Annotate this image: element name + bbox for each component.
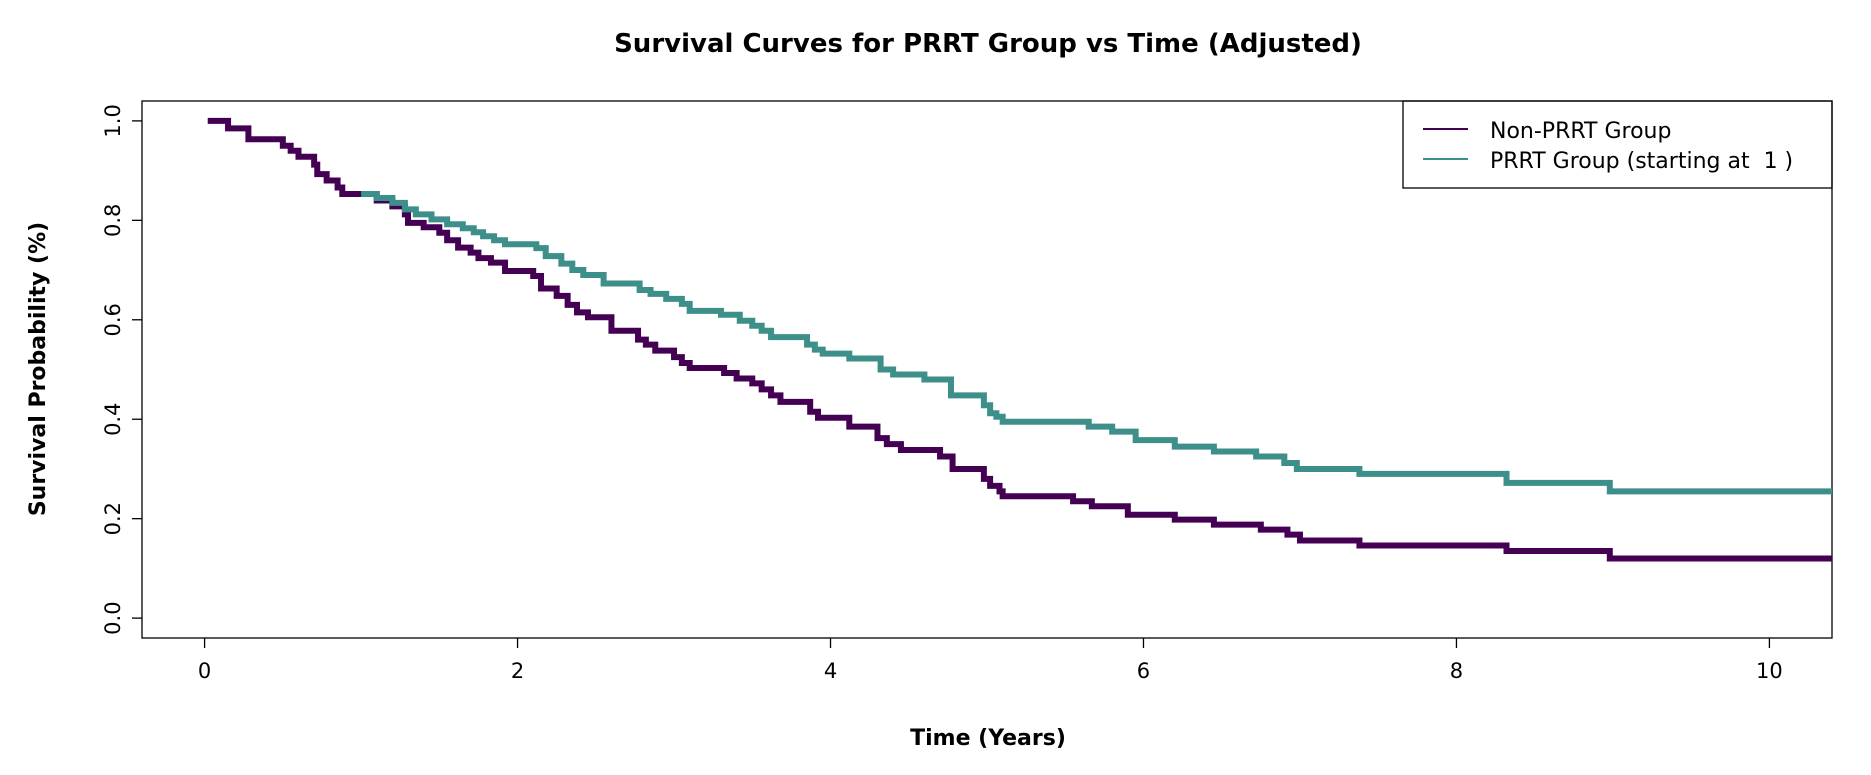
y-tick-label: 0.2 — [101, 502, 125, 535]
legend: Non-PRRT Group PRRT Group (starting at 1… — [1402, 100, 1833, 189]
x-axis: 0 2 4 6 8 10 — [198, 638, 1783, 683]
x-tick-label: 10 — [1756, 659, 1783, 683]
chart-title: Survival Curves for PRRT Group vs Time (… — [614, 29, 1362, 59]
y-tick-label: 0.8 — [101, 204, 125, 237]
y-axis: 0.0 0.2 0.4 0.6 0.8 1.0 — [101, 104, 142, 635]
legend-box — [1402, 100, 1833, 189]
legend-label-prrt: PRRT Group (starting at 1 ) — [1490, 149, 1793, 174]
y-tick-label: 0.0 — [101, 601, 125, 634]
x-tick-label: 2 — [511, 659, 524, 683]
y-axis-title: Survival Probability (%) — [26, 222, 51, 516]
series-line-prrt — [361, 190, 1832, 495]
x-tick-label: 0 — [198, 659, 211, 683]
x-tick-label: 8 — [1450, 659, 1463, 683]
x-tick-label: 4 — [824, 659, 837, 683]
plot-frame — [141, 100, 1833, 639]
x-axis-title: Time (Years) — [910, 726, 1066, 751]
plot-area — [207, 117, 1832, 562]
legend-label-non-prrt: Non-PRRT Group — [1490, 119, 1671, 144]
y-tick-label: 0.4 — [101, 403, 125, 436]
x-tick-label: 6 — [1137, 659, 1150, 683]
y-tick-label: 0.6 — [101, 303, 125, 336]
y-tick-label: 1.0 — [101, 104, 125, 137]
series-line-non-prrt — [207, 117, 1832, 562]
